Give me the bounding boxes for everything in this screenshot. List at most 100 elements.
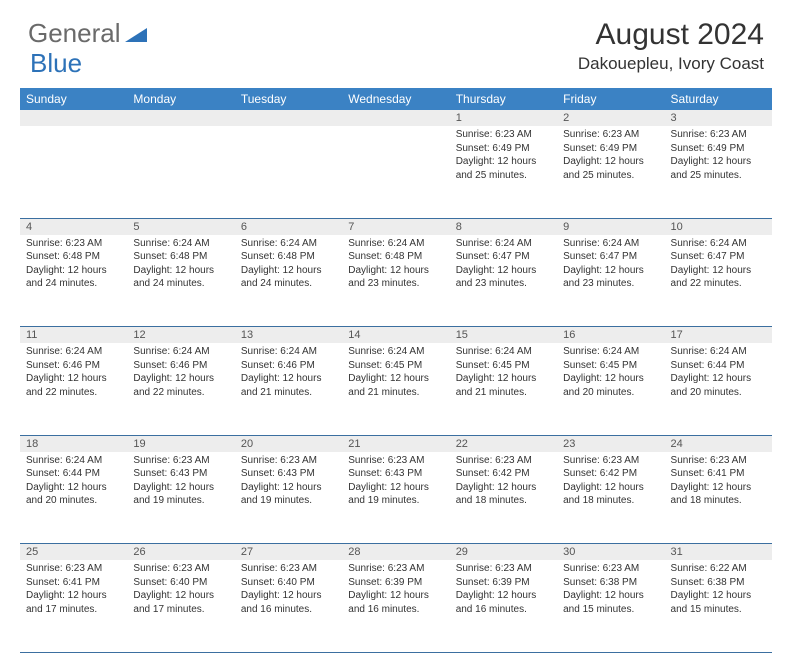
day-number: 20 <box>235 435 342 452</box>
day-number: 8 <box>450 218 557 235</box>
day-cell: Sunrise: 6:24 AMSunset: 6:47 PMDaylight:… <box>450 235 557 327</box>
daylight-text: Daylight: 12 hours and 25 minutes. <box>563 155 658 182</box>
daylight-text: Daylight: 12 hours and 20 minutes. <box>26 481 121 508</box>
day-details: Sunrise: 6:23 AMSunset: 6:49 PMDaylight:… <box>665 126 772 186</box>
day-cell: Sunrise: 6:23 AMSunset: 6:41 PMDaylight:… <box>665 452 772 544</box>
day-number: 25 <box>20 544 127 561</box>
day-number <box>342 110 449 126</box>
day-content-row: Sunrise: 6:24 AMSunset: 6:44 PMDaylight:… <box>20 452 772 544</box>
day-number <box>127 110 234 126</box>
day-number: 7 <box>342 218 449 235</box>
day-details: Sunrise: 6:23 AMSunset: 6:49 PMDaylight:… <box>557 126 664 186</box>
daylight-text: Daylight: 12 hours and 19 minutes. <box>241 481 336 508</box>
weekday-header: Saturday <box>665 88 772 110</box>
day-cell: Sunrise: 6:23 AMSunset: 6:38 PMDaylight:… <box>557 560 664 652</box>
day-cell <box>127 126 234 218</box>
day-cell: Sunrise: 6:23 AMSunset: 6:40 PMDaylight:… <box>127 560 234 652</box>
day-number <box>235 110 342 126</box>
day-details: Sunrise: 6:23 AMSunset: 6:43 PMDaylight:… <box>127 452 234 512</box>
sunset-text: Sunset: 6:38 PM <box>671 576 766 590</box>
day-number: 2 <box>557 110 664 126</box>
daylight-text: Daylight: 12 hours and 20 minutes. <box>671 372 766 399</box>
sunset-text: Sunset: 6:39 PM <box>348 576 443 590</box>
day-number: 13 <box>235 327 342 344</box>
day-details: Sunrise: 6:23 AMSunset: 6:48 PMDaylight:… <box>20 235 127 295</box>
sunrise-text: Sunrise: 6:23 AM <box>456 562 551 576</box>
day-number-row: 11121314151617 <box>20 327 772 344</box>
sunrise-text: Sunrise: 6:23 AM <box>671 454 766 468</box>
day-number: 6 <box>235 218 342 235</box>
day-cell: Sunrise: 6:24 AMSunset: 6:48 PMDaylight:… <box>342 235 449 327</box>
location-label: Dakouepleu, Ivory Coast <box>578 54 764 74</box>
day-number: 4 <box>20 218 127 235</box>
sunset-text: Sunset: 6:46 PM <box>26 359 121 373</box>
day-details: Sunrise: 6:23 AMSunset: 6:43 PMDaylight:… <box>342 452 449 512</box>
day-number: 23 <box>557 435 664 452</box>
day-number: 5 <box>127 218 234 235</box>
day-details: Sunrise: 6:24 AMSunset: 6:48 PMDaylight:… <box>235 235 342 295</box>
day-cell: Sunrise: 6:24 AMSunset: 6:45 PMDaylight:… <box>557 343 664 435</box>
sunset-text: Sunset: 6:46 PM <box>241 359 336 373</box>
sunrise-text: Sunrise: 6:23 AM <box>348 562 443 576</box>
sunrise-text: Sunrise: 6:23 AM <box>563 562 658 576</box>
calendar-table: SundayMondayTuesdayWednesdayThursdayFrid… <box>20 88 772 653</box>
sunset-text: Sunset: 6:48 PM <box>26 250 121 264</box>
day-number: 21 <box>342 435 449 452</box>
day-cell <box>342 126 449 218</box>
day-number: 24 <box>665 435 772 452</box>
sunrise-text: Sunrise: 6:23 AM <box>26 237 121 251</box>
day-cell: Sunrise: 6:24 AMSunset: 6:44 PMDaylight:… <box>20 452 127 544</box>
day-content-row: Sunrise: 6:23 AMSunset: 6:41 PMDaylight:… <box>20 560 772 652</box>
day-details: Sunrise: 6:23 AMSunset: 6:40 PMDaylight:… <box>127 560 234 620</box>
sunrise-text: Sunrise: 6:22 AM <box>671 562 766 576</box>
daylight-text: Daylight: 12 hours and 24 minutes. <box>133 264 228 291</box>
weekday-header: Monday <box>127 88 234 110</box>
day-details: Sunrise: 6:23 AMSunset: 6:40 PMDaylight:… <box>235 560 342 620</box>
day-cell: Sunrise: 6:24 AMSunset: 6:44 PMDaylight:… <box>665 343 772 435</box>
daylight-text: Daylight: 12 hours and 18 minutes. <box>563 481 658 508</box>
daylight-text: Daylight: 12 hours and 25 minutes. <box>456 155 551 182</box>
weekday-header: Sunday <box>20 88 127 110</box>
day-details: Sunrise: 6:23 AMSunset: 6:39 PMDaylight:… <box>342 560 449 620</box>
sunset-text: Sunset: 6:49 PM <box>563 142 658 156</box>
day-content-row: Sunrise: 6:23 AMSunset: 6:48 PM Daylight:… <box>20 235 772 327</box>
day-cell: Sunrise: 6:23 AMSunset: 6:43 PMDaylight:… <box>127 452 234 544</box>
daylight-text: Daylight: 12 hours and 21 minutes. <box>456 372 551 399</box>
day-number-row: 45678910 <box>20 218 772 235</box>
day-details: Sunrise: 6:24 AMSunset: 6:46 PMDaylight:… <box>20 343 127 403</box>
logo-sub: Blue <box>30 48 82 79</box>
day-details: Sunrise: 6:23 AMSunset: 6:42 PMDaylight:… <box>557 452 664 512</box>
daylight-text: Daylight: 12 hours and 20 minutes. <box>563 372 658 399</box>
day-number: 28 <box>342 544 449 561</box>
day-number: 9 <box>557 218 664 235</box>
day-number: 29 <box>450 544 557 561</box>
day-number: 18 <box>20 435 127 452</box>
daylight-text: Daylight: 12 hours and 19 minutes. <box>348 481 443 508</box>
sunrise-text: Sunrise: 6:24 AM <box>563 237 658 251</box>
logo-text-blue: Blue <box>30 48 82 78</box>
title-block: August 2024 Dakouepleu, Ivory Coast <box>578 18 764 74</box>
day-details: Sunrise: 6:23 AMSunset: 6:42 PMDaylight:… <box>450 452 557 512</box>
logo: General <box>28 18 149 49</box>
day-cell: Sunrise: 6:24 AMSunset: 6:48 PMDaylight:… <box>127 235 234 327</box>
sunrise-text: Sunrise: 6:24 AM <box>133 345 228 359</box>
calendar-header-row: SundayMondayTuesdayWednesdayThursdayFrid… <box>20 88 772 110</box>
sunset-text: Sunset: 6:44 PM <box>671 359 766 373</box>
day-number-row: 25262728293031 <box>20 544 772 561</box>
sunrise-text: Sunrise: 6:24 AM <box>671 345 766 359</box>
weekday-header: Wednesday <box>342 88 449 110</box>
day-number: 12 <box>127 327 234 344</box>
sunset-text: Sunset: 6:46 PM <box>133 359 228 373</box>
day-details: Sunrise: 6:23 AMSunset: 6:49 PMDaylight:… <box>450 126 557 186</box>
day-number: 30 <box>557 544 664 561</box>
day-number: 22 <box>450 435 557 452</box>
day-details: Sunrise: 6:24 AMSunset: 6:47 PMDaylight:… <box>450 235 557 295</box>
day-content-row: Sunrise: 6:24 AMSunset: 6:46 PMDaylight:… <box>20 343 772 435</box>
sunrise-text: Sunrise: 6:24 AM <box>671 237 766 251</box>
day-number: 3 <box>665 110 772 126</box>
sunrise-text: Sunrise: 6:23 AM <box>456 454 551 468</box>
sunrise-text: Sunrise: 6:24 AM <box>348 237 443 251</box>
sunrise-text: Sunrise: 6:23 AM <box>133 562 228 576</box>
sunset-text: Sunset: 6:45 PM <box>563 359 658 373</box>
day-details: Sunrise: 6:24 AMSunset: 6:45 PMDaylight:… <box>557 343 664 403</box>
